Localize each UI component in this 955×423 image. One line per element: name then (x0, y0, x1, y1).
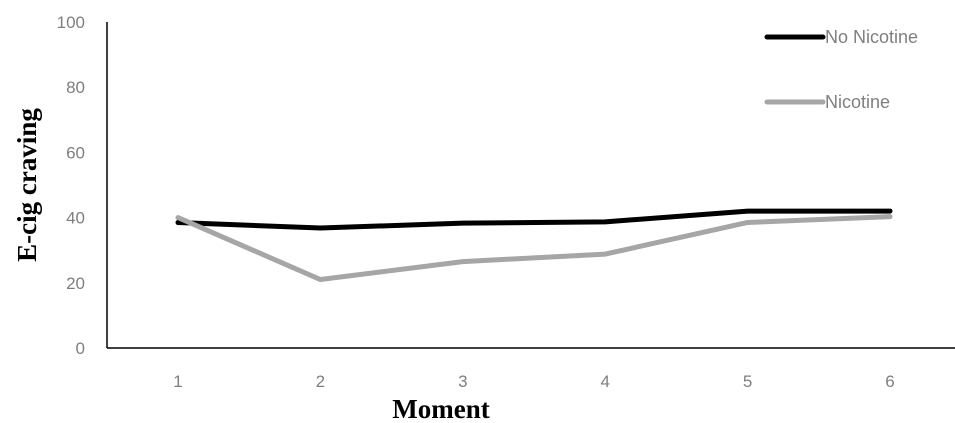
y-tick-label: 80 (66, 78, 85, 97)
y-tick-label: 60 (66, 143, 85, 162)
x-tick-label: 4 (600, 372, 609, 391)
y-axis-ticks: 0 20 40 60 80 100 (57, 13, 85, 358)
series-line-nicotine (175, 214, 893, 283)
series-line-no-nicotine (175, 208, 893, 231)
series-lines (175, 208, 893, 283)
x-tick-label: 2 (316, 372, 325, 391)
y-tick-label: 100 (57, 13, 85, 32)
legend: No Nicotine Nicotine (764, 27, 918, 112)
x-tick-label: 1 (173, 372, 182, 391)
x-tick-label: 6 (885, 372, 894, 391)
x-tick-label: 5 (743, 372, 752, 391)
legend-label: No Nicotine (825, 27, 918, 47)
y-tick-label: 20 (66, 274, 85, 293)
x-axis-ticks: 1 2 3 4 5 6 (173, 372, 894, 391)
x-axis-title: Moment (392, 394, 489, 423)
y-axis-title: E-cig craving (12, 108, 42, 262)
y-tick-label: 0 (76, 339, 85, 358)
legend-label: Nicotine (825, 92, 890, 112)
y-tick-label: 40 (66, 209, 85, 228)
x-tick-label: 3 (458, 372, 467, 391)
